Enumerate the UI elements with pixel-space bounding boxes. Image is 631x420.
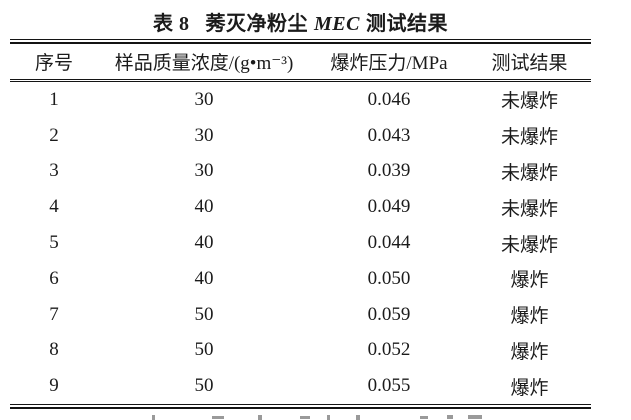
table-row: 1 30 0.046 未爆炸 <box>10 82 591 118</box>
cell-concentration: 30 <box>194 124 214 146</box>
table-row: 8 50 0.052 爆炸 <box>10 332 591 368</box>
table-row: 2 30 0.043 未爆炸 <box>10 118 591 154</box>
cell-index: 5 <box>49 232 59 254</box>
table-body: 1 30 0.046 未爆炸 2 30 0.043 未爆炸 3 30 0.039… <box>10 82 591 404</box>
cell-pressure: 0.052 <box>367 339 411 361</box>
table-header-rule <box>10 79 591 82</box>
col-header-index: 序号 <box>34 53 73 74</box>
clipped-next-caption <box>0 414 631 420</box>
cell-result: 未爆炸 <box>500 162 558 184</box>
cell-pressure: 0.039 <box>367 160 411 182</box>
cell-concentration: 50 <box>194 303 214 325</box>
cell-pressure: 0.059 <box>367 303 411 325</box>
cell-index: 4 <box>49 196 59 218</box>
cell-result: 爆炸 <box>510 377 549 399</box>
table-row: 9 50 0.055 爆炸 <box>10 368 591 404</box>
table-row: 4 40 0.049 未爆炸 <box>10 189 591 225</box>
cell-index: 1 <box>49 88 59 110</box>
col-header-pressure: 爆炸压力/MPa <box>330 53 448 74</box>
cell-index: 3 <box>49 160 59 182</box>
table-bottom-rule <box>10 404 591 409</box>
cell-pressure: 0.043 <box>367 124 411 146</box>
table-row: 7 50 0.059 爆炸 <box>10 297 591 333</box>
cell-concentration: 30 <box>194 160 214 182</box>
cell-pressure: 0.050 <box>367 267 411 289</box>
cell-pressure: 0.055 <box>367 375 411 397</box>
table-caption: 表 8 莠灭净粉尘 MEC 测试结果 <box>10 7 591 36</box>
cell-concentration: 40 <box>194 196 214 218</box>
cell-index: 9 <box>49 375 59 397</box>
cell-pressure: 0.044 <box>367 232 411 254</box>
cell-index: 6 <box>49 267 59 289</box>
table-row: 3 30 0.039 未爆炸 <box>10 154 591 190</box>
cell-index: 8 <box>49 339 59 361</box>
cell-result: 未爆炸 <box>500 91 558 113</box>
table-caption-subject: 莠灭净粉尘 <box>205 13 309 35</box>
cell-concentration: 30 <box>194 88 214 110</box>
cell-result: 未爆炸 <box>500 198 558 220</box>
cell-result: 爆炸 <box>510 270 549 292</box>
table-caption-abbrev: MEC <box>314 13 360 35</box>
table-top-rule <box>10 39 591 44</box>
cell-index: 2 <box>49 124 59 146</box>
table-row: 6 40 0.050 爆炸 <box>10 261 591 297</box>
cell-index: 7 <box>49 303 59 325</box>
col-header-result: 测试结果 <box>491 53 568 74</box>
cell-concentration: 50 <box>194 375 214 397</box>
cell-pressure: 0.049 <box>367 196 411 218</box>
table-header-row: 序号 样品质量浓度/(g•m⁻³) 爆炸压力/MPa 测试结果 <box>10 44 591 79</box>
cell-concentration: 50 <box>194 339 214 361</box>
cell-result: 爆炸 <box>510 341 549 363</box>
cell-concentration: 40 <box>194 267 214 289</box>
cell-pressure: 0.046 <box>367 88 411 110</box>
cell-result: 爆炸 <box>510 306 549 328</box>
table-row: 5 40 0.044 未爆炸 <box>10 225 591 261</box>
cell-result: 未爆炸 <box>500 234 558 256</box>
table-caption-tail: 测试结果 <box>365 13 448 35</box>
cell-result: 未爆炸 <box>500 127 558 149</box>
table-caption-label: 表 8 <box>153 13 190 35</box>
cell-concentration: 40 <box>194 232 214 254</box>
col-header-concentration: 样品质量浓度/(g•m⁻³) <box>114 53 294 74</box>
